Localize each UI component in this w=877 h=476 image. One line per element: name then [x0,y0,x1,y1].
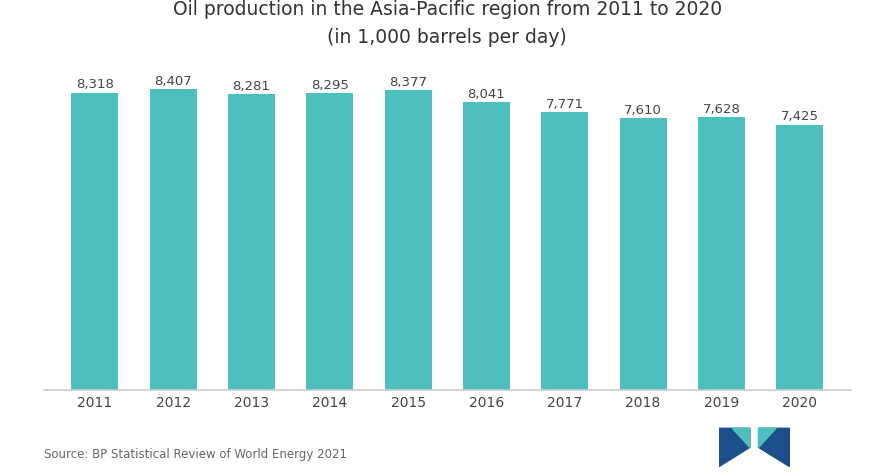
Bar [71,93,118,390]
Polygon shape [719,428,750,466]
Text: Source: BP Statistical Review of World Energy 2021: Source: BP Statistical Review of World E… [44,447,346,460]
Text: 7,771: 7,771 [545,98,584,111]
Text: 8,407: 8,407 [154,75,192,88]
Bar [306,94,353,390]
Bar [385,91,431,390]
Text: 8,281: 8,281 [232,79,270,92]
Text: 7,610: 7,610 [624,103,662,117]
Text: 8,041: 8,041 [467,88,505,101]
Bar [776,125,824,390]
Text: 8,295: 8,295 [310,79,349,92]
Bar [541,113,588,390]
Polygon shape [759,428,789,466]
Text: 8,318: 8,318 [75,78,114,91]
Polygon shape [732,428,750,447]
Text: 8,377: 8,377 [389,76,427,89]
Bar [463,103,510,390]
Bar [698,118,745,390]
Polygon shape [759,428,776,447]
Text: 7,628: 7,628 [702,103,740,116]
Text: 7,425: 7,425 [781,110,819,123]
Bar [620,119,667,390]
Bar [150,90,196,390]
Bar [228,95,275,390]
Title: Oil production in the Asia-Pacific region from 2011 to 2020
(in 1,000 barrels pe: Oil production in the Asia-Pacific regio… [173,0,722,47]
